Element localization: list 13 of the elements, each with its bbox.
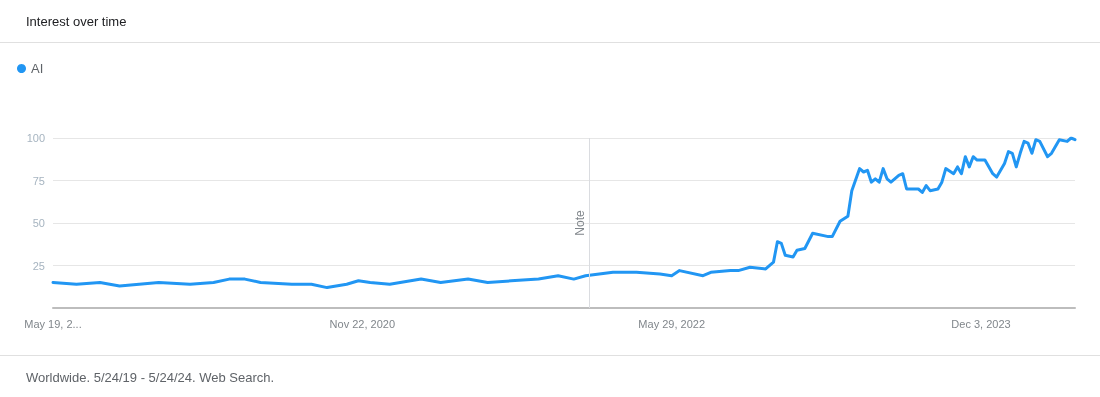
y-tick-label: 75 <box>32 174 45 187</box>
x-tick-label: Nov 22, 2020 <box>329 317 396 330</box>
x-tick-label: Dec 3, 2023 <box>951 317 1011 330</box>
text: Worldwide. 5/24/19 - 5/24/24. Web Search. <box>26 369 275 385</box>
legend-label: AI <box>31 61 44 76</box>
x-tick-label: May 29, 2022 <box>638 317 706 330</box>
x-tick-label: May 19, 2... <box>24 317 82 330</box>
y-tick-label: 100 <box>26 132 45 144</box>
ref-line-label: Note <box>572 210 587 236</box>
y-tick-label: 50 <box>32 217 45 229</box>
y-tick-label: 25 <box>32 259 45 272</box>
chart-title: Interest over time <box>26 13 127 29</box>
line-series <box>51 136 1077 290</box>
